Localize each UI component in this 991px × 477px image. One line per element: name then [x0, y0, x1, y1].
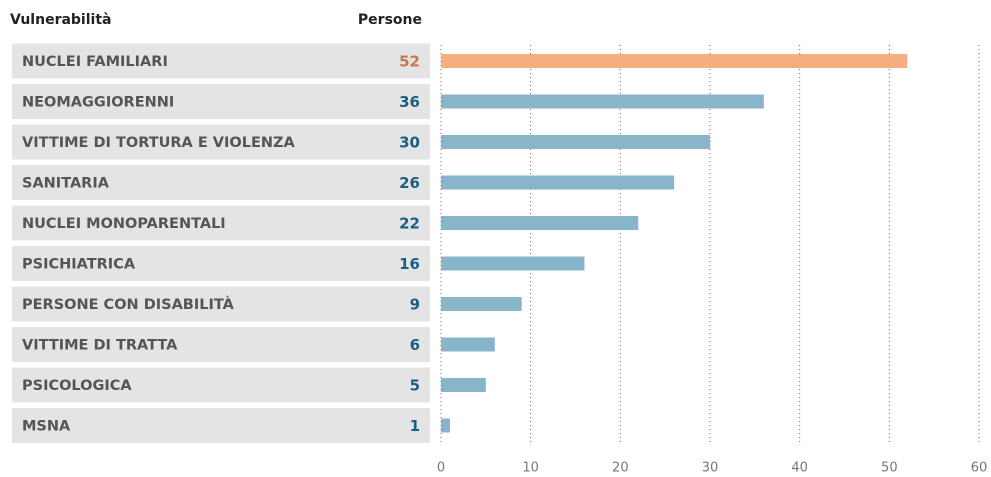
- x-tick-label: 50: [881, 461, 898, 476]
- value-label: 26: [399, 174, 420, 192]
- row-background: [12, 246, 430, 281]
- bar: [441, 297, 522, 311]
- category-label: PERSONE CON DISABILITÀ: [22, 296, 235, 313]
- x-tick-label: 60: [971, 461, 988, 476]
- category-label: PSICOLOGICA: [22, 378, 132, 394]
- bar: [441, 135, 710, 149]
- row-background: [12, 124, 430, 160]
- row-background: [12, 84, 430, 119]
- category-header: Vulnerabilità: [10, 12, 111, 28]
- value-label: 36: [399, 93, 420, 111]
- category-label: MSNA: [22, 419, 71, 435]
- x-tick-label: 20: [612, 461, 629, 476]
- row-background: [12, 286, 430, 322]
- row-background: [12, 367, 430, 403]
- row-background: [12, 43, 430, 79]
- bar: [441, 175, 675, 190]
- category-label: PSICHIATRICA: [22, 257, 136, 273]
- bar: [441, 337, 495, 352]
- row-background: [12, 205, 430, 241]
- bar: [441, 94, 764, 109]
- value-label: 5: [410, 377, 420, 395]
- value-label: 30: [399, 134, 420, 152]
- value-header: Persone: [358, 12, 422, 28]
- value-label: 1: [410, 417, 420, 435]
- value-label: 9: [410, 296, 420, 314]
- x-tick-label: 40: [791, 461, 808, 476]
- bar: [441, 256, 585, 271]
- bar: [441, 216, 639, 230]
- value-label: 6: [410, 336, 420, 354]
- value-label: 22: [399, 215, 420, 233]
- bar: [441, 54, 908, 68]
- x-tick-label: 10: [522, 461, 539, 476]
- x-tick-label: 30: [702, 461, 719, 476]
- value-label: 16: [399, 255, 420, 273]
- row-background: [12, 408, 430, 443]
- category-label: NEOMAGGIORENNI: [22, 95, 174, 111]
- value-label: 52: [399, 53, 420, 71]
- x-tick-label: 0: [437, 461, 445, 476]
- row-background: [12, 327, 430, 362]
- category-label: SANITARIA: [22, 176, 110, 192]
- row-background: [12, 165, 430, 200]
- category-label: NUCLEI FAMILIARI: [22, 54, 168, 70]
- bar: [441, 418, 450, 433]
- category-label: VITTIME DI TORTURA E VIOLENZA: [22, 135, 296, 151]
- category-label: NUCLEI MONOPARENTALI: [22, 216, 226, 232]
- category-label: VITTIME DI TRATTA: [22, 338, 178, 354]
- bar: [441, 378, 486, 392]
